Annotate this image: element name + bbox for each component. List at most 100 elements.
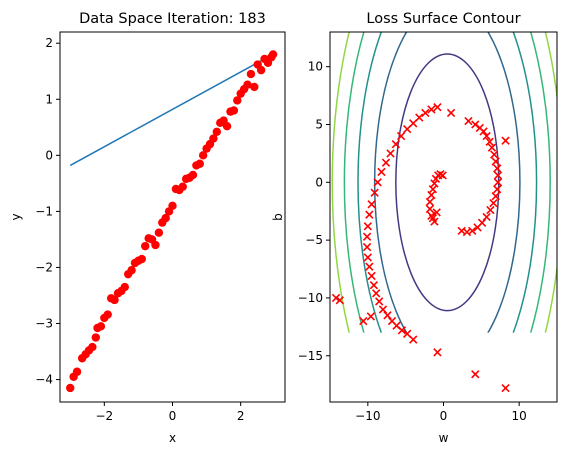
trajectory-marker xyxy=(464,116,473,126)
data-point xyxy=(209,134,218,143)
left-y-tick-label: −1 xyxy=(35,204,53,218)
right-chart-title: Loss Surface Contour xyxy=(366,11,520,27)
data-point xyxy=(66,383,75,393)
trajectory-marker xyxy=(365,210,374,219)
trajectory-marker xyxy=(362,232,372,241)
trajectory-marker xyxy=(485,137,494,147)
trajectory-marker xyxy=(493,185,502,194)
trajectory-marker xyxy=(373,178,382,187)
trajectory-marker xyxy=(335,296,345,305)
right-y-tick-label: −15 xyxy=(298,349,323,363)
left-y-axis-label: y xyxy=(9,213,23,220)
trajectory-marker xyxy=(487,143,497,152)
trajectory-marker xyxy=(486,205,495,215)
trajectory-marker xyxy=(490,150,499,159)
right-x-tick-label: 0 xyxy=(440,409,448,423)
right-y-axis-label: b xyxy=(271,213,285,221)
contour-line-2 xyxy=(373,32,521,333)
trajectory-marker xyxy=(428,213,438,223)
trajectory-marker xyxy=(427,190,436,200)
trajectory-marker xyxy=(501,136,510,145)
trajectory-marker xyxy=(415,113,424,122)
regression-line xyxy=(69,52,276,167)
trajectory-marker xyxy=(386,149,395,158)
trajectory-marker xyxy=(367,271,376,281)
trajectory-marker xyxy=(489,198,498,208)
right-y-tick-label: 10 xyxy=(308,60,323,74)
data-point xyxy=(268,50,278,59)
trajectory-marker xyxy=(377,167,386,177)
trajectory-marker xyxy=(396,131,406,141)
right-y-tick-label: −5 xyxy=(305,233,323,247)
left-x-tick-label: −2 xyxy=(95,409,113,423)
trajectory-marker xyxy=(493,171,503,180)
data-point xyxy=(120,282,129,292)
left-y-tick-label: 0 xyxy=(45,148,53,162)
data-point xyxy=(88,342,97,352)
data-point xyxy=(110,295,119,305)
data-point xyxy=(72,367,82,376)
trajectory-marker xyxy=(362,242,372,252)
left-chart: Data Space Iteration: 183 −2 0 2 −4 −3 −2 −1 0 1… xyxy=(9,11,286,445)
data-point xyxy=(91,333,100,342)
trajectory-marker xyxy=(359,316,368,326)
trajectory-marker xyxy=(433,102,442,112)
data-point xyxy=(168,201,177,210)
trajectory-marker xyxy=(501,383,510,393)
left-x-tick-label: 0 xyxy=(169,409,177,423)
data-point xyxy=(161,213,170,223)
left-y-tick-label: 1 xyxy=(45,92,53,106)
right-y-tick-label: 0 xyxy=(315,175,323,189)
contour-line-3 xyxy=(357,32,538,333)
trajectory-marker xyxy=(438,171,447,180)
trajectory-marker xyxy=(493,178,503,187)
trajectory-marker xyxy=(370,188,379,197)
data-point xyxy=(96,322,106,331)
data-point xyxy=(222,121,232,131)
data-point xyxy=(246,69,256,79)
data-point xyxy=(141,241,150,251)
trajectory-marker xyxy=(403,329,412,338)
left-y-tick-label: 2 xyxy=(45,36,53,50)
data-point xyxy=(212,127,222,136)
right-x-axis-label: w xyxy=(439,431,449,445)
trajectory-marker xyxy=(391,139,400,149)
trajectory-marker xyxy=(378,305,388,314)
data-point xyxy=(103,310,112,319)
left-x-axis-label: x xyxy=(169,431,176,445)
trajectory-marker xyxy=(428,185,438,194)
trajectory-marker xyxy=(367,200,376,209)
contour-line-1 xyxy=(395,53,500,312)
data-point xyxy=(178,182,187,191)
trajectory-marker xyxy=(366,312,376,321)
trajectory-marker xyxy=(491,157,500,166)
left-chart-title: Data Space Iteration: 183 xyxy=(79,11,266,27)
trajectory-marker xyxy=(479,127,488,136)
trajectory-marker xyxy=(433,348,442,357)
data-point xyxy=(154,228,164,237)
right-y-tick-label: −10 xyxy=(298,291,323,305)
trajectory-marker xyxy=(482,131,491,141)
trajectory-marker xyxy=(369,281,379,290)
trajectory-marker xyxy=(371,289,381,298)
trajectory-marker xyxy=(430,179,439,188)
trajectory-marker xyxy=(457,226,466,236)
data-point xyxy=(250,82,259,92)
data-point xyxy=(243,80,252,89)
right-x-tick-label: 10 xyxy=(512,409,527,423)
trajectory-marker xyxy=(491,192,500,201)
left-y-tick-label: −2 xyxy=(35,260,53,274)
data-point xyxy=(137,254,147,264)
data-point xyxy=(127,266,136,275)
trajectory-marker xyxy=(365,262,374,271)
data-point xyxy=(188,170,198,180)
trajectory-marker xyxy=(427,105,436,114)
trajectory-marker xyxy=(363,222,372,231)
left-y-tick-label: −4 xyxy=(35,373,53,387)
trajectory-marker xyxy=(432,208,441,217)
left-y-tick-label: −3 xyxy=(35,317,53,331)
trajectory-marker xyxy=(446,108,456,118)
right-chart: Loss Surface Contour −10 0 10−15−10−50510 … xyxy=(271,11,558,445)
trajectory-marker xyxy=(381,158,391,167)
trajectory-marker xyxy=(383,311,392,320)
